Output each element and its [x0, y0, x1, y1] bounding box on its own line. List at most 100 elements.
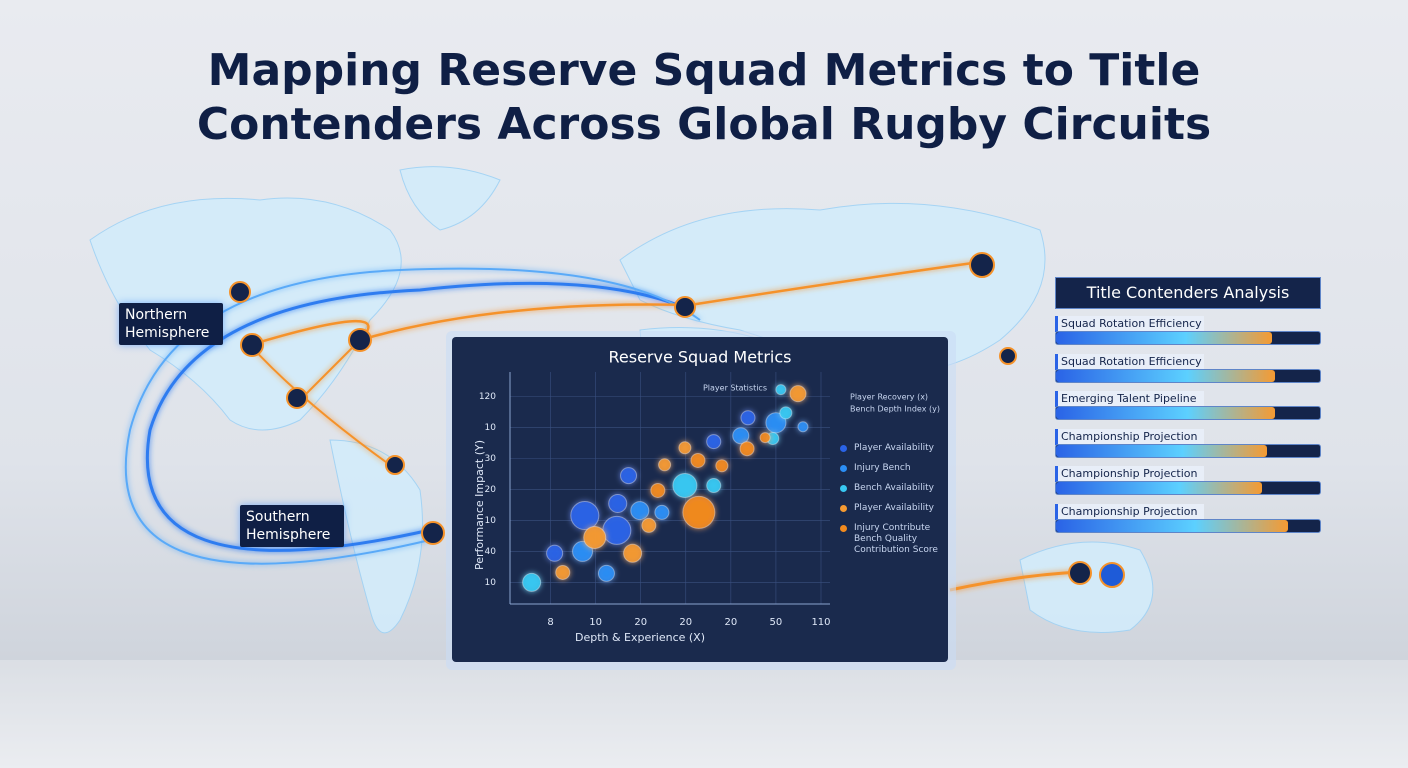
progress-fill — [1056, 407, 1276, 420]
y-tick-label: 40 — [485, 547, 497, 557]
x-tick-label: 10 — [589, 617, 602, 628]
y-axis-label: Performance Impact (Y) — [473, 440, 486, 570]
x-tick-label: 20 — [634, 617, 647, 628]
legend-label: Player Availability — [854, 443, 934, 453]
legend-item: Injury Bench — [840, 463, 950, 474]
progress-track — [1055, 406, 1321, 421]
progress-track — [1055, 518, 1321, 533]
panel-row: Squad Rotation Efficiency — [1055, 309, 1321, 347]
legend-item: Player Availability — [840, 503, 950, 514]
bubble — [789, 385, 807, 403]
bubble — [522, 572, 542, 592]
y-tick-label: 30 — [485, 454, 497, 464]
floor — [0, 660, 1408, 768]
legend-label: Player Availability — [854, 503, 934, 513]
row-label: Emerging Talent Pipeline — [1055, 391, 1204, 408]
y-tick-label: 10 — [485, 578, 497, 588]
panel-title: Title Contenders Analysis — [1055, 277, 1321, 309]
bubble — [759, 432, 771, 444]
bubble — [706, 478, 722, 494]
bubble — [739, 441, 755, 457]
bubble — [583, 525, 607, 549]
progress-fill — [1056, 482, 1262, 495]
progress-track — [1055, 331, 1321, 345]
contenders-panel: Title Contenders Analysis Squad Rotation… — [1055, 277, 1321, 535]
legend-label: Injury Contribute Bench Quality Contribu… — [854, 523, 938, 555]
bubble — [608, 493, 628, 513]
bubble — [597, 564, 615, 582]
bubble — [682, 495, 716, 529]
row-label: Championship Projection — [1055, 428, 1204, 445]
bubble — [715, 459, 729, 473]
bubble — [602, 515, 632, 545]
bubble — [779, 406, 793, 420]
annotation: Bench Depth Index (y) — [850, 405, 940, 414]
y-tick-label: 10 — [485, 423, 497, 433]
legend-swatch — [840, 445, 847, 452]
bubble — [732, 427, 750, 445]
legend-swatch — [840, 465, 847, 472]
bubble — [658, 458, 672, 472]
legend-label: Injury Bench — [854, 463, 911, 473]
bubble — [797, 421, 809, 433]
legend-swatch — [840, 525, 847, 532]
progress-fill — [1056, 369, 1276, 382]
bubble — [555, 564, 571, 580]
y-tick-label: 20 — [485, 485, 497, 495]
map-label: Northern Hemisphere — [119, 303, 223, 345]
x-tick-label: 110 — [811, 617, 830, 628]
title: Mapping Reserve Squad Metrics to Title C… — [196, 45, 1212, 150]
map-label: Southern Hemisphere — [240, 505, 344, 547]
progress-track — [1055, 481, 1321, 496]
row-label: Squad Rotation Efficiency — [1055, 353, 1204, 370]
bubble — [650, 482, 666, 498]
x-tick-label: 20 — [679, 617, 692, 628]
legend-swatch — [840, 485, 847, 492]
legend-swatch — [840, 505, 847, 512]
bubble — [654, 504, 670, 520]
map-icons — [229, 252, 1125, 588]
progress-fill — [1056, 332, 1273, 344]
bubble — [678, 441, 692, 455]
legend-item: Bench Availability — [840, 483, 950, 494]
annotation: Player Statistics — [703, 384, 767, 393]
panel-row: Emerging Talent Pipeline — [1055, 384, 1321, 422]
bubble — [672, 473, 698, 499]
x-tick-label: 50 — [770, 617, 783, 628]
bubble — [620, 467, 638, 485]
legend-item: Injury Contribute Bench Quality Contribu… — [840, 523, 950, 556]
y-tick-label: 10 — [485, 516, 497, 526]
legend-label: Bench Availability — [854, 483, 934, 493]
legend: Player Availability Injury Bench Bench Ava… — [840, 443, 950, 565]
bubble — [630, 501, 650, 521]
bubble — [690, 452, 706, 468]
panel-row: Championship Projection — [1055, 497, 1321, 535]
row-label: Championship Projection — [1055, 466, 1204, 483]
bubble — [765, 412, 787, 434]
chart-title: Reserve Squad Metrics — [609, 348, 792, 367]
panel-row: Championship Projection — [1055, 459, 1321, 497]
panel-row: Championship Projection — [1055, 422, 1321, 460]
progress-fill — [1056, 519, 1289, 532]
x-tick-label: 8 — [547, 617, 553, 628]
progress-track — [1055, 368, 1321, 383]
routes — [124, 260, 1081, 592]
bubble — [706, 434, 722, 450]
progress-track — [1055, 443, 1321, 458]
progress-fill — [1056, 444, 1268, 457]
y-tick-label: 120 — [479, 392, 496, 402]
row-label: Squad Rotation Efficiency — [1055, 316, 1204, 332]
row-label: Championship Projection — [1055, 503, 1204, 520]
bubble — [570, 501, 600, 531]
panel-row: Squad Rotation Efficiency — [1055, 347, 1321, 385]
legend-item: Player Availability — [840, 443, 950, 454]
annotation: Player Recovery (x) — [850, 393, 928, 402]
bubble — [623, 543, 643, 563]
bubble — [740, 410, 756, 426]
x-axis-label: Depth & Experience (X) — [575, 631, 705, 644]
x-tick-label: 20 — [724, 617, 737, 628]
bubble — [546, 544, 564, 562]
bubble — [775, 384, 787, 396]
